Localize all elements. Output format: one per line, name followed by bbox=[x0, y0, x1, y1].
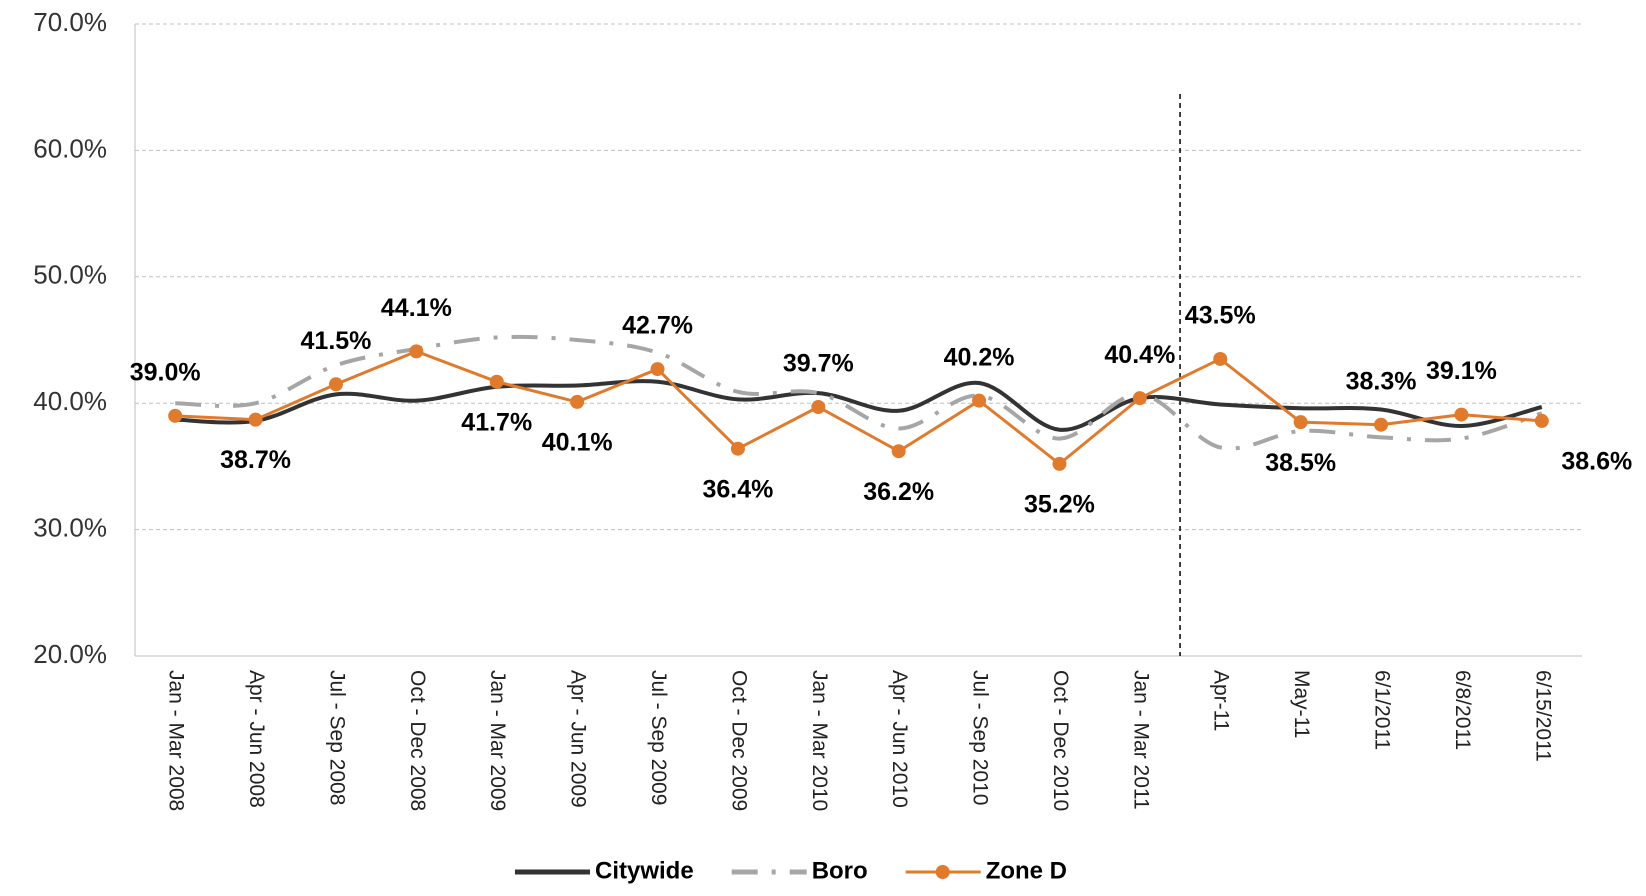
marker bbox=[1534, 413, 1549, 428]
marker bbox=[730, 441, 745, 456]
x-tick-label: 6/15/2011 bbox=[1531, 670, 1554, 762]
marker bbox=[1374, 417, 1389, 432]
legend-item: Zone D bbox=[905, 857, 1067, 884]
series-line bbox=[175, 379, 1543, 432]
data-label: 39.7% bbox=[783, 350, 854, 378]
data-label: 36.2% bbox=[863, 478, 934, 506]
data-label: 40.1% bbox=[542, 429, 613, 457]
x-tick-label: Jul - Sep 2008 bbox=[325, 670, 348, 805]
x-tick-label: 6/8/2011 bbox=[1451, 670, 1474, 750]
marker bbox=[409, 344, 424, 359]
y-tick-label: 60.0% bbox=[33, 133, 107, 163]
x-tick-label: Jan - Mar 2010 bbox=[808, 670, 831, 811]
data-label: 41.5% bbox=[301, 327, 372, 355]
data-label: 40.2% bbox=[944, 343, 1015, 371]
legend-label: Citywide bbox=[595, 857, 694, 884]
marker bbox=[972, 393, 987, 408]
x-tick-label: Jul - Sep 2010 bbox=[969, 670, 992, 805]
data-label: 38.5% bbox=[1265, 449, 1336, 477]
data-label: 42.7% bbox=[622, 312, 693, 340]
marker bbox=[1454, 407, 1469, 422]
data-label: 39.1% bbox=[1426, 357, 1497, 385]
x-tick-label: Jan - Mar 2011 bbox=[1129, 670, 1152, 810]
x-tick-label: 6/1/2011 bbox=[1370, 670, 1393, 750]
legend-marker bbox=[935, 865, 950, 879]
data-label: 39.0% bbox=[130, 358, 201, 386]
x-tick-label: Apr-11 bbox=[1210, 670, 1233, 731]
legend-label: Boro bbox=[812, 857, 868, 884]
data-label: 43.5% bbox=[1185, 302, 1256, 330]
y-tick-label: 30.0% bbox=[33, 512, 107, 542]
data-label: 38.7% bbox=[220, 446, 291, 474]
y-tick-label: 50.0% bbox=[33, 260, 107, 290]
marker bbox=[570, 394, 585, 409]
legend-item: Citywide bbox=[515, 857, 694, 884]
marker bbox=[891, 444, 906, 459]
x-tick-label: Oct - Dec 2010 bbox=[1049, 670, 1072, 811]
x-tick-label: Jan - Mar 2008 bbox=[165, 670, 188, 811]
marker bbox=[1132, 391, 1147, 406]
legend-label: Zone D bbox=[986, 857, 1067, 884]
marker bbox=[1052, 456, 1067, 471]
data-label: 36.4% bbox=[702, 475, 773, 503]
data-label: 38.6% bbox=[1561, 448, 1632, 476]
marker bbox=[168, 408, 183, 423]
marker bbox=[489, 374, 504, 389]
marker bbox=[1213, 351, 1228, 366]
data-label: 44.1% bbox=[381, 294, 452, 322]
x-tick-label: May-11 bbox=[1290, 670, 1313, 738]
x-tick-label: Apr - Jun 2010 bbox=[888, 670, 911, 808]
y-tick-label: 20.0% bbox=[33, 639, 107, 669]
x-tick-label: Oct - Dec 2009 bbox=[727, 670, 750, 811]
x-tick-label: Apr - Jun 2008 bbox=[245, 670, 268, 808]
marker bbox=[328, 377, 343, 392]
y-tick-label: 40.0% bbox=[33, 386, 107, 416]
data-label: 38.3% bbox=[1346, 367, 1417, 395]
marker bbox=[248, 412, 263, 427]
marker bbox=[650, 362, 665, 377]
data-label: 41.7% bbox=[461, 408, 532, 436]
legend-item: Boro bbox=[731, 857, 868, 884]
x-tick-label: Jan - Mar 2009 bbox=[486, 670, 509, 811]
marker bbox=[1293, 415, 1308, 430]
marker bbox=[811, 399, 826, 414]
y-tick-label: 70.0% bbox=[33, 7, 107, 37]
x-tick-label: Apr - Jun 2009 bbox=[567, 670, 590, 808]
series-line bbox=[175, 349, 1542, 466]
data-label: 35.2% bbox=[1024, 490, 1095, 518]
x-tick-label: Oct - Dec 2008 bbox=[406, 670, 429, 811]
data-label: 40.4% bbox=[1104, 341, 1175, 369]
series-line bbox=[175, 334, 1543, 451]
x-tick-label: Jul - Sep 2009 bbox=[647, 670, 670, 805]
